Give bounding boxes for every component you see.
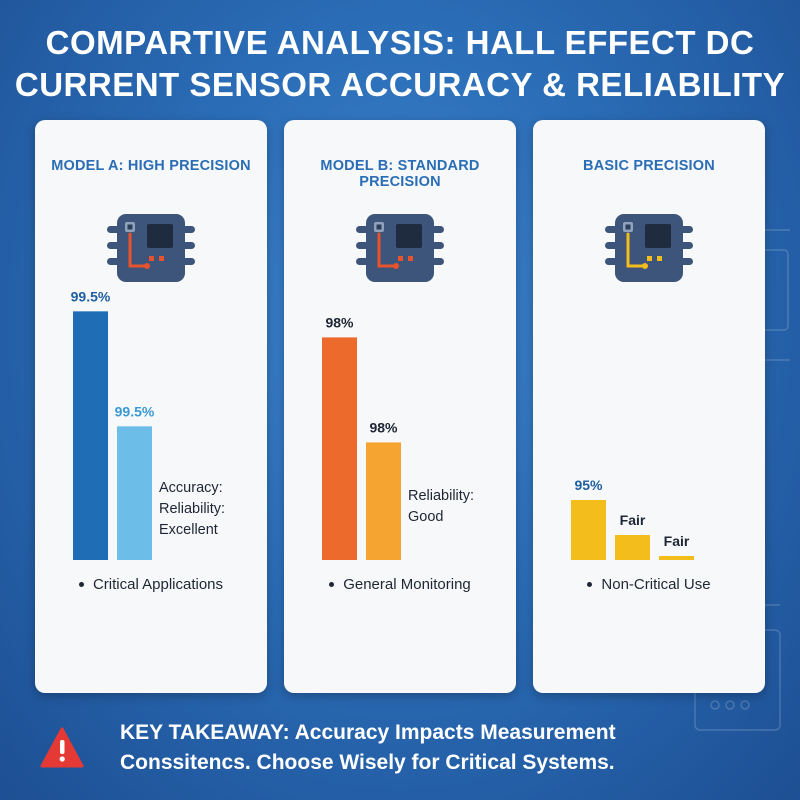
chip-icon xyxy=(107,214,195,282)
chip-icon xyxy=(605,214,693,282)
bullet-item: General Monitoring xyxy=(284,576,516,593)
card-basic-precision: BASIC PRECISION 95% Fair Fair Non-Critical… xyxy=(533,120,765,693)
bar xyxy=(117,426,152,560)
bullet-item: Non-Critical Use xyxy=(533,576,765,593)
bar-value-label: Fair xyxy=(664,533,690,549)
chip-icon xyxy=(356,214,444,282)
bullet-dot-icon xyxy=(78,581,84,587)
bullet-dot-icon xyxy=(587,581,593,587)
side-label: Good xyxy=(408,509,443,525)
bullet-item: Critical Applications xyxy=(35,576,267,593)
side-label: Accuracy: xyxy=(159,480,223,496)
bullet-text: Non-Critical Use xyxy=(601,576,711,593)
bar-value-label: 98% xyxy=(369,419,398,435)
bar xyxy=(366,442,401,560)
side-label: Reliability: xyxy=(408,488,474,504)
card-model-b: MODEL B: STANDARD PRECISION 98% 98% Reliab… xyxy=(284,120,516,693)
card-heading: MODEL A: HIGH PRECISION xyxy=(51,158,251,174)
bar xyxy=(615,535,650,560)
bar xyxy=(73,311,108,560)
side-label: Excellent xyxy=(159,522,218,538)
bar-value-label: 98% xyxy=(325,314,354,330)
bar-value-label: Fair xyxy=(620,512,646,528)
bar-value-label: 95% xyxy=(574,477,603,493)
bullet-text: Critical Applications xyxy=(92,576,224,593)
warning-icon xyxy=(40,727,84,768)
card-heading: MODEL B: STANDARD PRECISION xyxy=(320,158,480,190)
takeaway-line-1: KEY TAKEAWAY: Accuracy Impacts Measureme… xyxy=(120,721,616,744)
card-heading: BASIC PRECISION xyxy=(583,158,715,174)
bar-chart-basic: 95% Fair Fair xyxy=(571,477,694,560)
side-label: Reliability: xyxy=(159,501,225,517)
bar-chart-model-b: 98% 98% Reliability: Good xyxy=(322,314,474,560)
key-takeaway: KEY TAKEAWAY: Accuracy Impacts Measureme… xyxy=(120,718,720,778)
bullet-dot-icon xyxy=(329,581,335,587)
bar-chart-model-a: 99.5% 99.5% Accuracy: Reliability: Excellent xyxy=(71,288,225,560)
page-title: COMPARTIVE ANALYSIS: HALL EFFECT DC CURR… xyxy=(0,22,800,106)
card-model-a: MODEL A: HIGH PRECISION 99.5% 99.5% Accura… xyxy=(35,120,267,693)
takeaway-line-2: Conssitencs. Choose Wisely for Critical … xyxy=(120,751,615,774)
title-line-2: CURRENT SENSOR ACCURACY & RELIABILITY xyxy=(14,66,786,103)
bar-value-label: 99.5% xyxy=(71,288,111,304)
title-line-1: COMPARTIVE ANALYSIS: HALL EFFECT DC xyxy=(45,24,755,61)
bar xyxy=(322,337,357,560)
bar-value-label: 99.5% xyxy=(115,403,155,419)
bar xyxy=(571,500,606,560)
bullet-text: General Monitoring xyxy=(343,576,471,593)
bar xyxy=(659,556,694,560)
